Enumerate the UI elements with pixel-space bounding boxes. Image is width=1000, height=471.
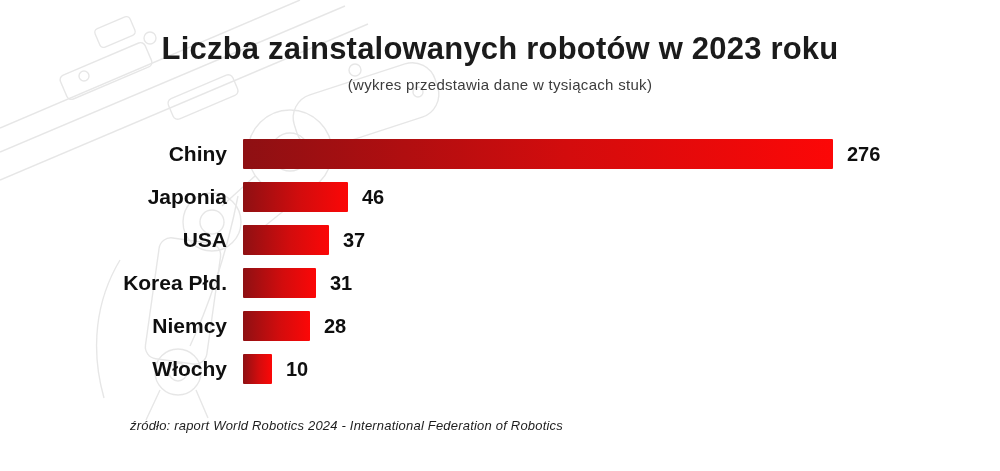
bar — [243, 182, 348, 212]
category-label: Niemcy — [0, 314, 227, 338]
value-label: 37 — [343, 229, 365, 252]
bar — [243, 225, 329, 255]
bar-chart: Chiny 276 Japonia 46 USA 37 Korea Płd. 3… — [0, 139, 1000, 384]
value-label: 276 — [847, 143, 880, 166]
category-label: Korea Płd. — [0, 271, 227, 295]
bar — [243, 311, 310, 341]
category-label: USA — [0, 228, 227, 252]
value-label: 31 — [330, 272, 352, 295]
value-label: 46 — [362, 186, 384, 209]
bar-row: Chiny 276 — [0, 139, 1000, 169]
category-label: Chiny — [0, 142, 227, 166]
value-label: 10 — [286, 358, 308, 381]
bar — [243, 354, 272, 384]
bar-track: 46 — [243, 182, 384, 212]
bar-row: USA 37 — [0, 225, 1000, 255]
infographic-page: Liczba zainstalowanych robotów w 2023 ro… — [0, 0, 1000, 471]
bar-track: 37 — [243, 225, 365, 255]
bar-row: Niemcy 28 — [0, 311, 1000, 341]
bar-row: Japonia 46 — [0, 182, 1000, 212]
bar-row: Włochy 10 — [0, 354, 1000, 384]
value-label: 28 — [324, 315, 346, 338]
bar — [243, 139, 833, 169]
bar-track: 31 — [243, 268, 352, 298]
bar-row: Korea Płd. 31 — [0, 268, 1000, 298]
bar-track: 276 — [243, 139, 880, 169]
bar-track: 10 — [243, 354, 308, 384]
bar — [243, 268, 316, 298]
page-subtitle: (wykres przedstawia dane w tysiącach stu… — [0, 76, 1000, 93]
category-label: Włochy — [0, 357, 227, 381]
source-note: źródło: raport World Robotics 2024 - Int… — [130, 418, 1000, 433]
page-title: Liczba zainstalowanych robotów w 2023 ro… — [0, 0, 1000, 67]
bar-track: 28 — [243, 311, 346, 341]
category-label: Japonia — [0, 185, 227, 209]
